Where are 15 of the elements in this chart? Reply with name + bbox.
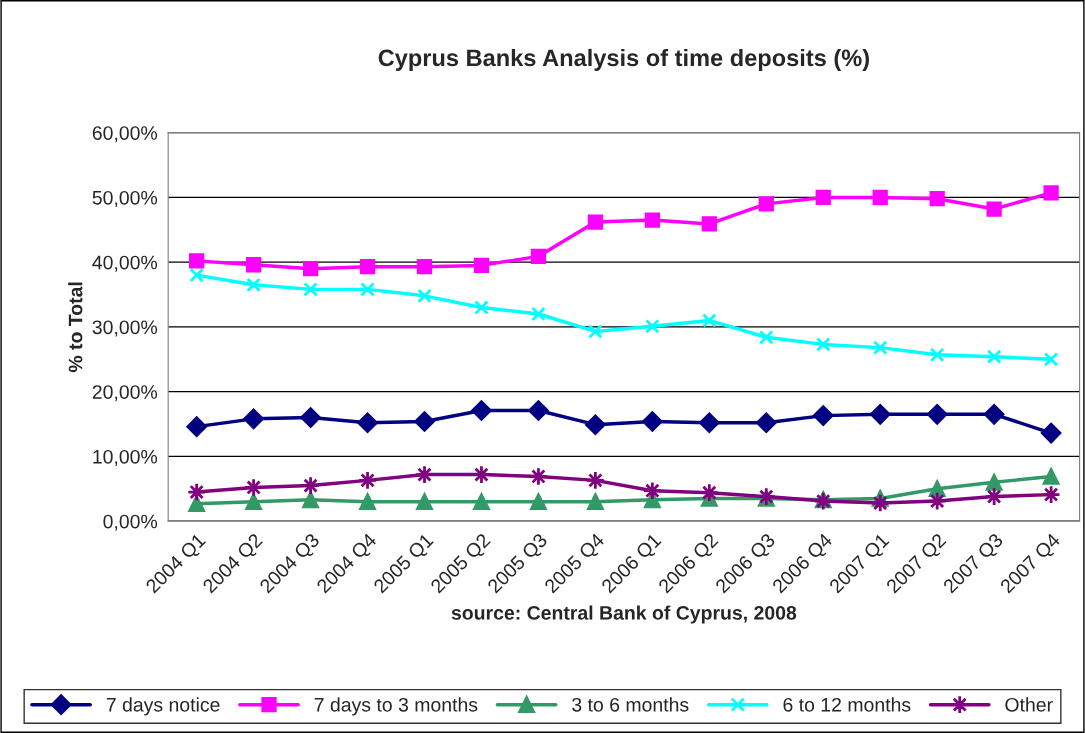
x-axis-title: source: Central Bank of Cyprus, 2008: [451, 605, 797, 624]
legend-label: 3 to 6 months: [572, 697, 689, 712]
legend-label: 6 to 12 months: [783, 697, 911, 712]
legend-label: 7 days notice: [106, 697, 220, 716]
y-axis-title: % to Total: [68, 282, 83, 373]
chart-title: Cyprus Banks Analysis of time deposits (%): [378, 48, 869, 71]
y-tick-label: 40,00%: [92, 255, 158, 272]
y-tick-label: 60,00%: [92, 126, 158, 143]
y-tick-label: 0,00%: [103, 514, 158, 531]
y-tick-label: 50,00%: [92, 190, 158, 207]
legend-label: 7 days to 3 months: [314, 697, 478, 716]
y-tick-label: 20,00%: [92, 385, 158, 402]
y-tick-label: 10,00%: [93, 449, 158, 466]
legend-label: Other: [1005, 697, 1053, 712]
y-tick-label: 30,00%: [92, 320, 158, 337]
